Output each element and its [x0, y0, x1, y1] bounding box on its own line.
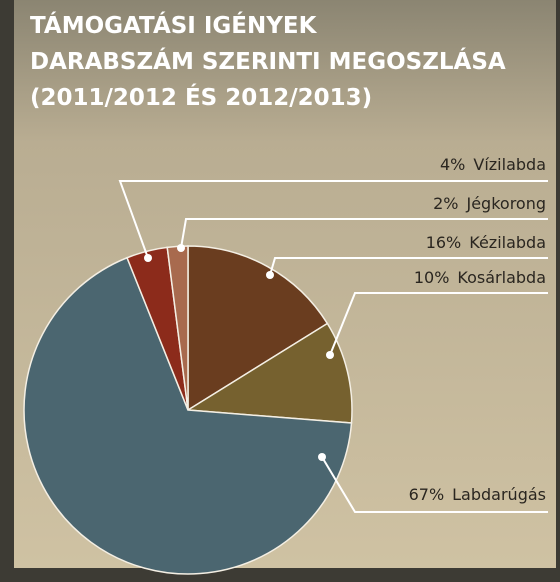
category-label: Vízilabda: [473, 155, 546, 174]
category-label: Kézilabda: [469, 233, 546, 252]
chart-title: (2011/2012 ÉS 2012/2013): [30, 83, 372, 111]
leader-dot: [318, 453, 326, 461]
leader-line: [321, 456, 548, 513]
leader-line: [180, 218, 548, 249]
slice-label: 4% Vízilabda: [440, 155, 546, 174]
leader-dot: [144, 254, 152, 262]
leader-line: [118, 180, 548, 259]
slice-label: 2% Jégkorong: [433, 194, 546, 213]
slice-label: 10% Kosárlabda: [414, 268, 546, 287]
leader-dot: [266, 271, 274, 279]
leader-dot: [177, 244, 185, 252]
leader-line: [269, 257, 548, 276]
value-label: 4%: [440, 155, 465, 174]
category-label: Kosárlabda: [457, 268, 546, 287]
value-label: 16%: [426, 233, 462, 252]
pie-slice: [23, 256, 353, 575]
leader-dot: [326, 351, 334, 359]
value-label: 2%: [433, 194, 458, 213]
pie-slice: [187, 245, 329, 412]
slice-label: 67% Labdarúgás: [409, 485, 546, 504]
leader-line: [329, 292, 548, 356]
pie-slice: [185, 322, 353, 424]
value-label: 10%: [414, 268, 450, 287]
category-label: Jégkorong: [465, 194, 546, 213]
category-label: Labdarúgás: [452, 485, 546, 504]
slice-label: 16% Kézilabda: [426, 233, 546, 252]
value-label: 67%: [409, 485, 445, 504]
chart-title: TÁMOGATÁSI IGÉNYEK: [30, 11, 318, 39]
chart-title: DARABSZÁM SZERINTI MEGOSZLÁSA: [30, 47, 506, 75]
